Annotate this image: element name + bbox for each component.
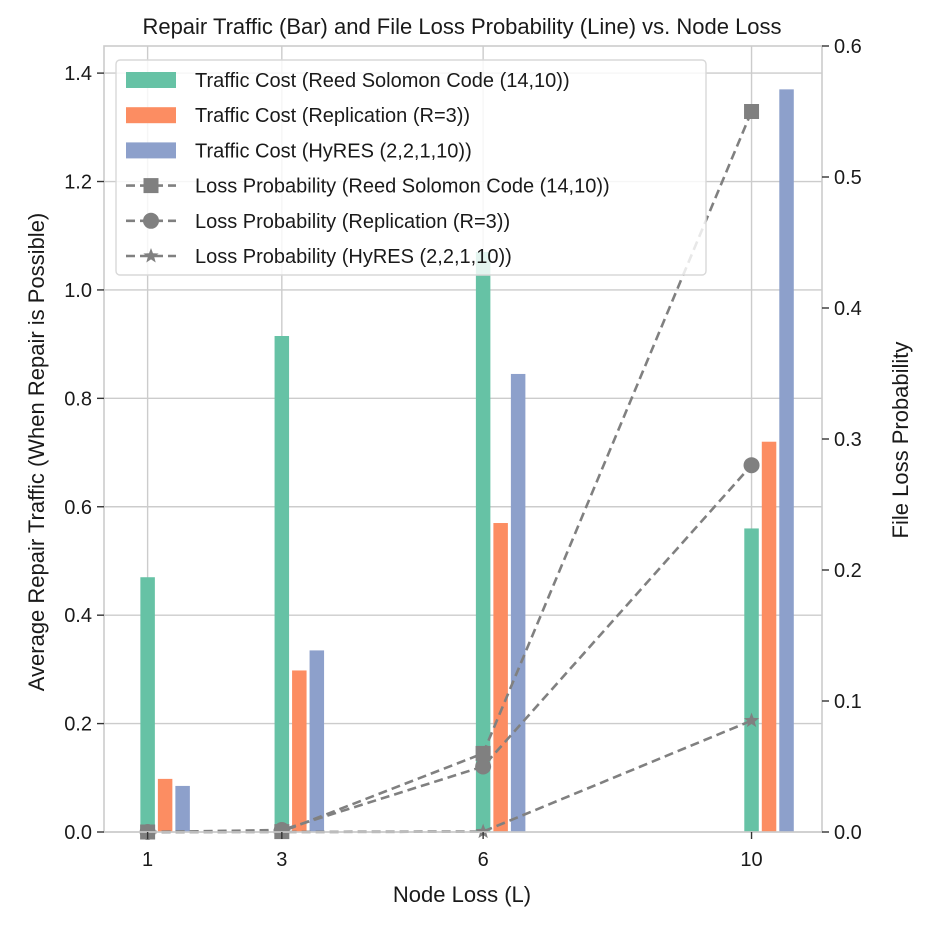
bar-series-2 (761, 441, 777, 832)
chart-title: Repair Traffic (Bar) and File Loss Proba… (142, 14, 781, 39)
y2-tick-label: 0.2 (834, 560, 862, 582)
bar-series-3 (510, 373, 526, 832)
bar-series-1 (140, 577, 155, 832)
legend: Traffic Cost (Reed Solomon Code (14,10))… (115, 59, 707, 276)
y-tick-label: 1.2 (64, 172, 92, 194)
bar-series-1 (274, 336, 290, 832)
y2-tick-label: 0.3 (834, 429, 862, 451)
loss-line-3 (147, 719, 753, 834)
axes: 0.0 0.2 0.4 0.6 0.8 1.0 1.2 1.4 0.0 0.1 0.2 0.3 0.4 0… (64, 36, 862, 871)
legend-swatch-bar-1 (126, 72, 176, 88)
bar-series-1 (744, 528, 759, 832)
y2-tick-label: 0.0 (834, 822, 862, 844)
y-tick-label: 0.2 (64, 714, 92, 736)
loss-point-1 (744, 104, 760, 119)
legend-swatch-bar-2 (126, 107, 176, 124)
bar-series-3 (779, 89, 794, 832)
legend-marker-3 (143, 248, 159, 263)
loss-point-3 (475, 823, 491, 839)
bar-series-2 (157, 778, 173, 832)
x-tick-label: 1 (142, 849, 153, 871)
y2-axis-label: File Loss Probability (888, 342, 913, 539)
y-tick-label: 1.4 (64, 63, 92, 85)
loss-line-1 (147, 110, 753, 834)
y-tick-label: 1.0 (64, 280, 92, 302)
y2-tick-label: 0.1 (834, 691, 862, 713)
legend-marker-1 (143, 178, 159, 194)
y2-tick-label: 0.6 (834, 36, 862, 58)
y-tick-label: 0.6 (64, 497, 92, 519)
bar-series-2 (493, 523, 508, 832)
legend-label: Traffic Cost (Reed Solomon Code (14,10)) (195, 70, 570, 92)
loss-line-2 (147, 464, 753, 834)
legend-box (115, 59, 707, 276)
loss-point-1 (475, 745, 491, 761)
legend-label: Traffic Cost (Replication (R=3)) (195, 105, 470, 127)
y-axis-label: Average Repair Traffic (When Repair is P… (24, 213, 49, 692)
legend-marker-2 (143, 212, 159, 229)
bar-series-3 (309, 650, 325, 832)
y-tick-label: 0.0 (64, 822, 92, 844)
legend-label: Loss Probability (Replication (R=3)) (195, 211, 510, 233)
legend-label: Traffic Cost (HyRES (2,2,1,10)) (195, 140, 472, 162)
bar-series-3 (175, 785, 190, 832)
legend-label: Loss Probability (Reed Solomon Code (14,… (195, 176, 610, 198)
loss-point-3 (743, 712, 760, 728)
x-tick-label: 10 (740, 849, 762, 871)
loss-point-2 (475, 758, 492, 775)
bar-series-1 (475, 251, 491, 832)
x-tick-label: 6 (478, 849, 489, 871)
bars (140, 89, 794, 832)
y2-tick-label: 0.5 (834, 167, 862, 189)
legend-swatch-bar-3 (126, 142, 176, 159)
y2-tick-label: 0.4 (834, 298, 862, 320)
y-tick-label: 0.4 (64, 605, 92, 627)
x-axis-label: Node Loss (L) (393, 882, 531, 907)
bar-series-2 (292, 670, 307, 832)
legend-label: Loss Probability (HyRES (2,2,1,10)) (195, 246, 512, 268)
loss-point-2 (743, 457, 760, 474)
y-tick-label: 0.8 (64, 388, 92, 410)
x-tick-label: 3 (276, 849, 287, 871)
